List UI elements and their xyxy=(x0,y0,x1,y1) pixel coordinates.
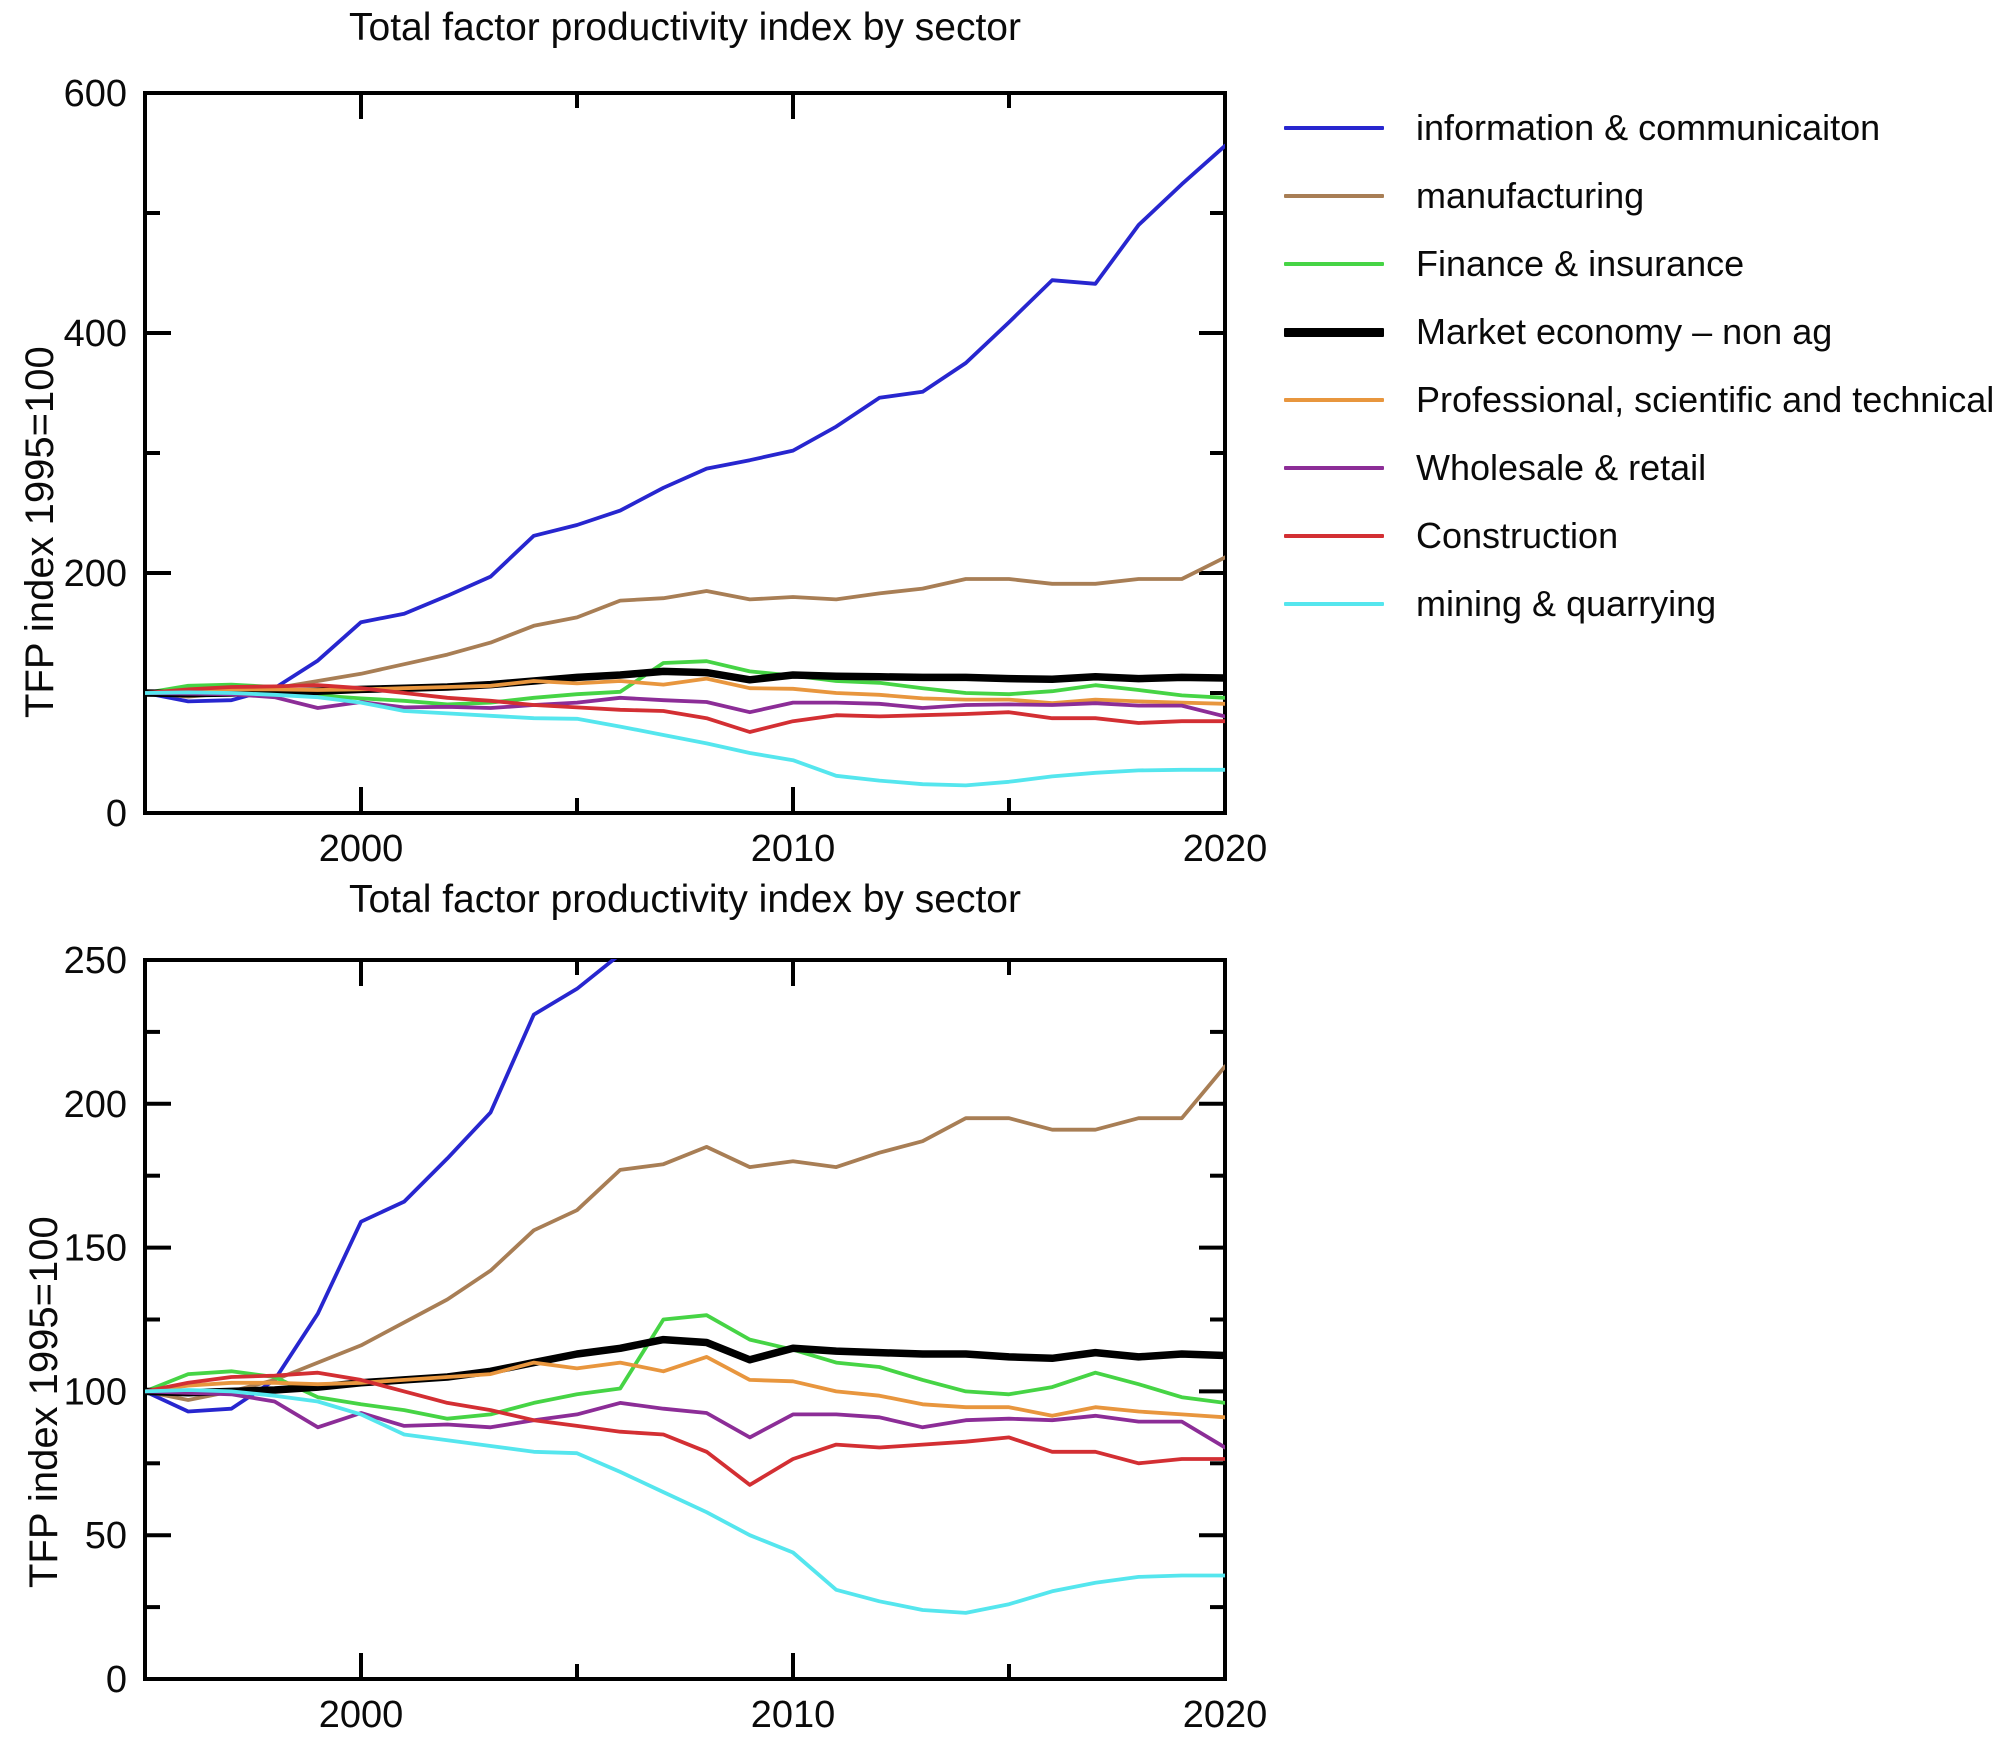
series-line-professional-scientific-and-technical xyxy=(145,1355,1225,1420)
series-line-mining-quarrying xyxy=(145,690,1225,788)
y-tick-label: 100 xyxy=(64,1371,127,1413)
legend: information & communicaiton manufacturin… xyxy=(1284,94,1994,638)
series-line-wholesale-retail xyxy=(145,691,1225,719)
legend-line-swatch xyxy=(1284,262,1384,266)
legend-line-swatch xyxy=(1284,466,1384,470)
y-tick-label: 0 xyxy=(106,1659,127,1701)
y-tick-label: 0 xyxy=(106,793,127,835)
legend-item-label: Finance & insurance xyxy=(1416,243,1745,284)
legend-item-label: Market economy – non ag xyxy=(1416,311,1833,352)
series-line-construction xyxy=(145,1370,1225,1487)
series-line-mining-quarrying xyxy=(145,1388,1225,1615)
x-tick-label: 2000 xyxy=(319,828,404,870)
legend-line-swatch xyxy=(1284,534,1384,538)
legend-item-label: Construction xyxy=(1416,515,1619,556)
x-tick-label: 2000 xyxy=(319,1694,404,1736)
legend-item-label: mining & quarrying xyxy=(1416,583,1717,624)
legend-item-label: Professional, scientific and technical xyxy=(1416,379,1995,420)
y-tick-label: 600 xyxy=(64,73,127,115)
chart-title-bottom: Total factor productivity index by secto… xyxy=(349,878,1021,921)
legend-item-label: manufacturing xyxy=(1416,175,1645,216)
y-tick-label: 200 xyxy=(64,1084,127,1126)
legend-line-swatch xyxy=(1284,327,1384,337)
series-line-construction xyxy=(145,683,1225,734)
series-line-manufacturing xyxy=(145,1064,1225,1402)
legend-item-label: information & communicaiton xyxy=(1416,107,1881,148)
series-line-finance-insurance xyxy=(145,1313,1225,1421)
x-tick-label: 2020 xyxy=(1183,1694,1268,1736)
chart-title-top: Total factor productivity index by secto… xyxy=(349,6,1021,49)
y-tick-label: 400 xyxy=(64,313,127,355)
y-axis-label-bottom: TFP index 1995=100 xyxy=(22,1216,66,1588)
x-tick-label: 2010 xyxy=(751,1694,836,1736)
legend-item-mining-quarrying: mining & quarrying xyxy=(1284,570,1994,638)
legend-item-professional-scientific-technical: Professional, scientific and technical xyxy=(1284,366,1994,434)
legend-item-construction: Construction xyxy=(1284,502,1994,570)
legend-item-market-economy-non-ag: Market economy – non ag xyxy=(1284,298,1994,366)
y-tick-label: 150 xyxy=(64,1228,127,1270)
series-line-finance-insurance xyxy=(145,659,1225,707)
legend-line-swatch xyxy=(1284,602,1384,606)
legend-item-finance-insurance: Finance & insurance xyxy=(1284,230,1994,298)
legend-item-wholesale-retail: Wholesale & retail xyxy=(1284,434,1994,502)
legend-line-swatch xyxy=(1284,194,1384,198)
y-tick-label: 50 xyxy=(85,1515,127,1557)
series-line-manufacturing xyxy=(145,555,1225,699)
x-tick-label: 2020 xyxy=(1183,828,1268,870)
legend-line-swatch xyxy=(1284,126,1384,130)
legend-item-manufacturing: manufacturing xyxy=(1284,162,1994,230)
legend-item-information-communication: information & communicaiton xyxy=(1284,94,1994,162)
x-tick-label: 2010 xyxy=(751,828,836,870)
y-axis-label-top: TFP index 1995=100 xyxy=(18,346,62,718)
y-tick-label: 250 xyxy=(64,940,127,982)
y-tick-label: 200 xyxy=(64,553,127,595)
series-line-professional-scientific-and-technical xyxy=(145,676,1225,706)
plot-border xyxy=(143,958,1227,1681)
series-line-market-economy-non-ag xyxy=(145,1335,1225,1397)
legend-line-swatch xyxy=(1284,398,1384,402)
series-line-information-communicaiton xyxy=(145,143,1225,704)
series-line-wholesale-retail xyxy=(145,1389,1225,1450)
series-line-information-communicaiton xyxy=(145,959,618,1414)
legend-item-label: Wholesale & retail xyxy=(1416,447,1707,488)
